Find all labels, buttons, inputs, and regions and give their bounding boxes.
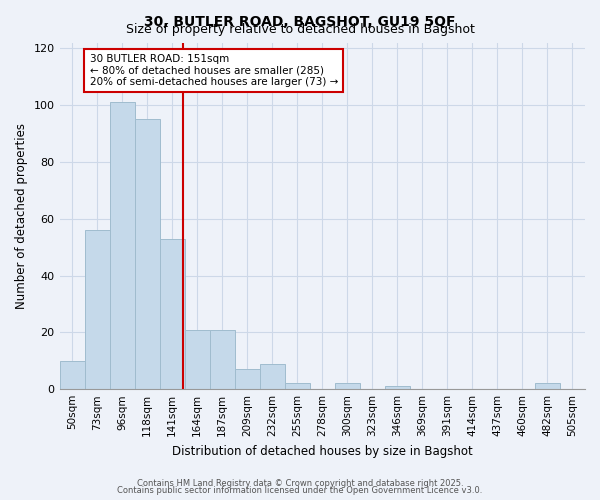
Bar [185, 330, 209, 389]
Bar [285, 384, 310, 389]
Bar [335, 384, 360, 389]
Y-axis label: Number of detached properties: Number of detached properties [15, 123, 28, 309]
Bar [110, 102, 134, 389]
Text: Contains public sector information licensed under the Open Government Licence v3: Contains public sector information licen… [118, 486, 482, 495]
Bar [160, 238, 185, 389]
Title: 30, BUTLER ROAD, BAGSHOT, GU19 5QF
Size of property relative to detached houses : 30, BUTLER ROAD, BAGSHOT, GU19 5QF Size … [0, 499, 1, 500]
X-axis label: Distribution of detached houses by size in Bagshot: Distribution of detached houses by size … [172, 444, 473, 458]
Text: 30 BUTLER ROAD: 151sqm
← 80% of detached houses are smaller (285)
20% of semi-de: 30 BUTLER ROAD: 151sqm ← 80% of detached… [89, 54, 338, 87]
Bar [134, 119, 160, 389]
Bar [59, 361, 85, 389]
Bar [385, 386, 410, 389]
Bar [85, 230, 110, 389]
Text: 30, BUTLER ROAD, BAGSHOT, GU19 5QF: 30, BUTLER ROAD, BAGSHOT, GU19 5QF [144, 15, 456, 29]
Text: Contains HM Land Registry data © Crown copyright and database right 2025.: Contains HM Land Registry data © Crown c… [137, 478, 463, 488]
Bar [209, 330, 235, 389]
Bar [260, 364, 285, 389]
Bar [235, 370, 260, 389]
Text: Size of property relative to detached houses in Bagshot: Size of property relative to detached ho… [125, 22, 475, 36]
Bar [535, 384, 560, 389]
